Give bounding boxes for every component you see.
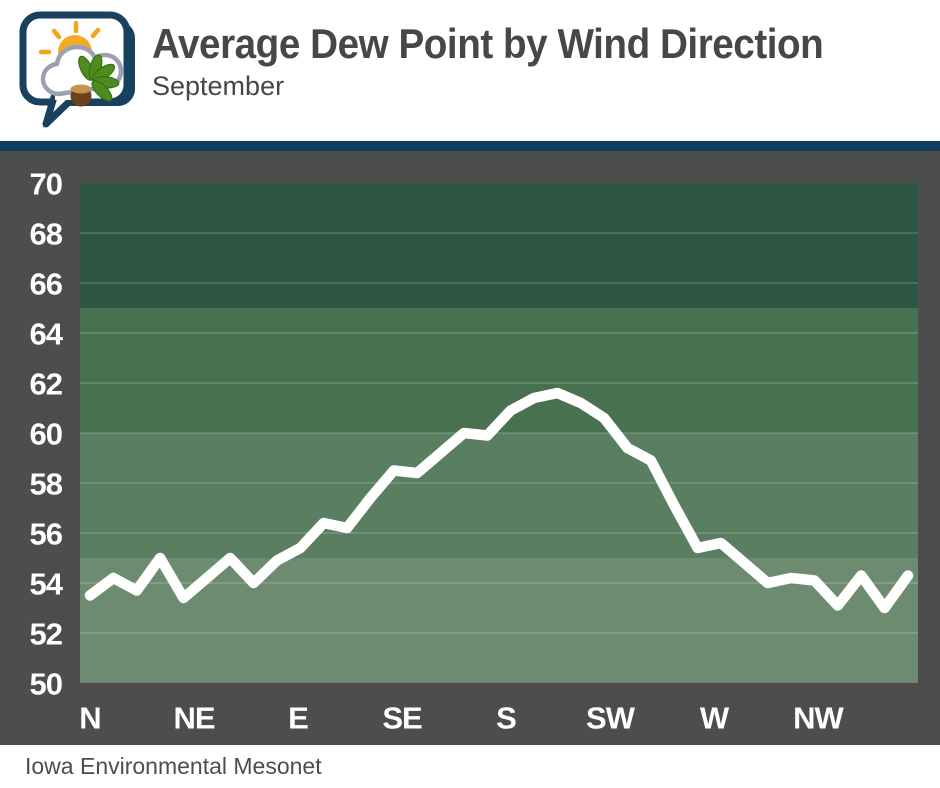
y-axis-tick-label: 68 (30, 217, 63, 252)
x-axis-tick-label: SE (382, 701, 422, 736)
footer: Iowa Environmental Mesonet (0, 745, 940, 788)
y-axis-tick-label: 66 (30, 267, 63, 302)
plot-band (80, 308, 918, 433)
dew-point-line (84, 387, 914, 614)
x-axis-tick-label: NW (793, 701, 844, 736)
y-axis-tick-label: 62 (30, 367, 62, 402)
header: Average Dew Point by Wind Direction Sept… (0, 0, 940, 141)
x-axis-tick-label: SW (586, 701, 636, 736)
dew-point-by-wind-direction-chart: 50 52 54 56 58 60 62 64 66 68 70 N NE E SE S SW W NW (30, 167, 918, 736)
page-subtitle: September (152, 71, 285, 102)
acorn-icon (70, 84, 92, 107)
iem-logo (19, 11, 135, 128)
page-title: Average Dew Point by Wind Direction (152, 20, 824, 67)
y-axis-tick-label: 64 (30, 317, 64, 352)
y-axis-tick-label: 54 (30, 567, 64, 602)
chart-area: 50 52 54 56 58 60 62 64 66 68 70 N NE E SE S SW W NW (0, 151, 940, 745)
x-axis-tick-label: NE (173, 701, 214, 736)
x-axis-tick-label: S (496, 701, 516, 736)
attribution-text: Iowa Environmental Mesonet (25, 753, 322, 779)
plot-band (80, 183, 918, 308)
y-axis-tick-label: 52 (30, 617, 62, 652)
header-divider (0, 141, 940, 151)
y-axis-tick-label: 70 (30, 167, 62, 202)
x-axis-tick-label: E (288, 701, 308, 736)
title-block: Average Dew Point by Wind Direction Sept… (152, 20, 882, 102)
x-axis-tick-label: N (79, 701, 100, 736)
y-axis-tick-label: 50 (30, 667, 62, 702)
x-axis-tick-label: W (700, 701, 730, 736)
y-axis-tick-label: 58 (30, 467, 63, 502)
plot-band (80, 433, 918, 558)
y-axis-tick-label: 60 (30, 417, 62, 452)
leaf-icon (78, 54, 120, 102)
y-axis-tick-label: 56 (30, 517, 63, 552)
